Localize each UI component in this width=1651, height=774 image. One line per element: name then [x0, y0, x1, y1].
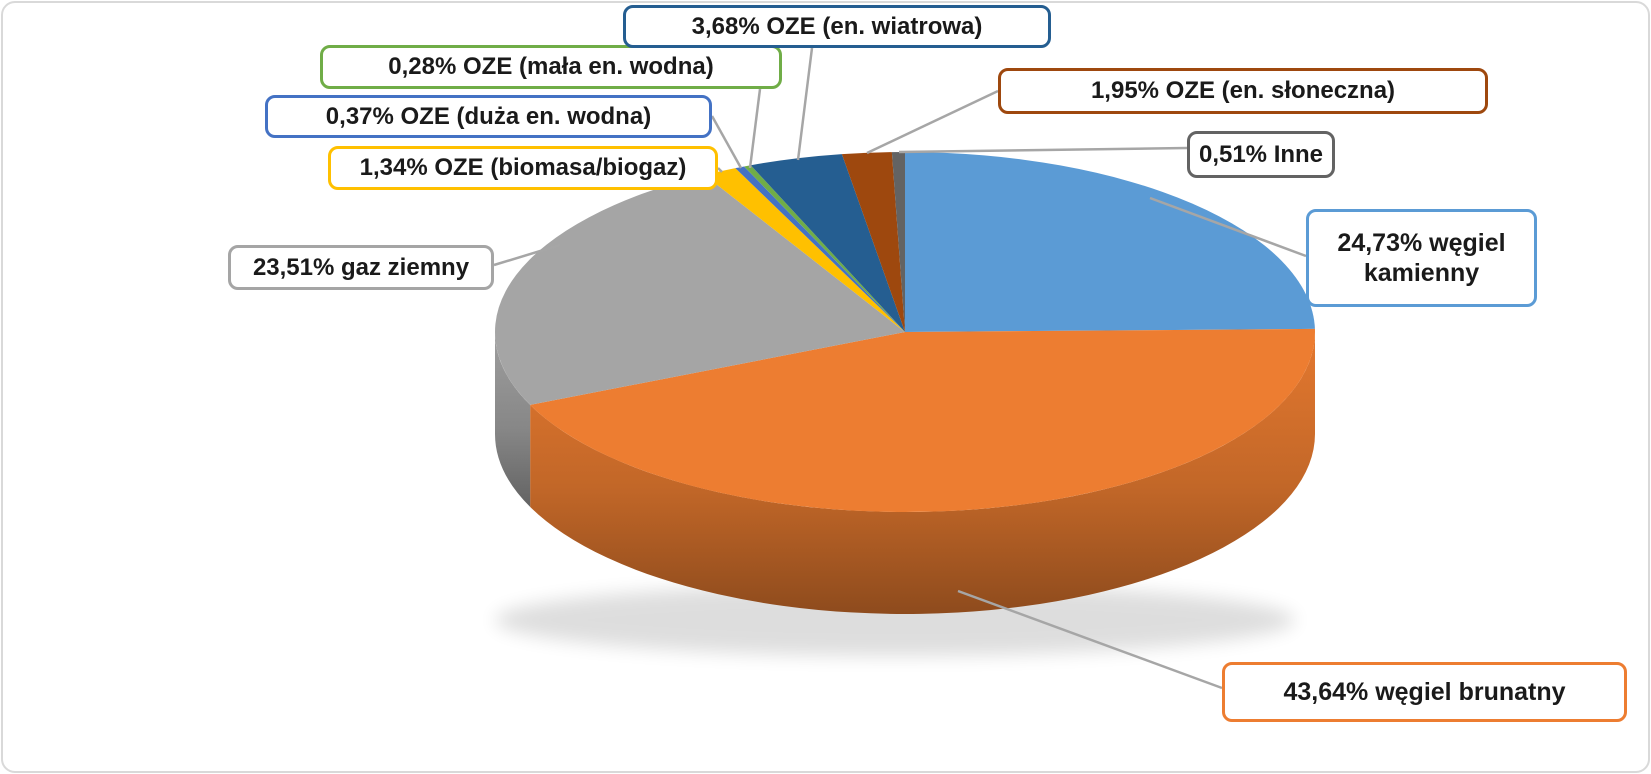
- leader-line-inne: [898, 146, 1188, 154]
- pie-label-oze-wiatrowa[interactable]: 3,68% OZE (en. wiatrowa): [623, 5, 1051, 48]
- pie-slice-wegiel-kamienny[interactable]: [905, 152, 1315, 332]
- leader-line-oze-wiatrowa: [796, 47, 814, 161]
- pie-label-oze-biomasa[interactable]: 1,34% OZE (biomasa/biogaz): [328, 146, 718, 190]
- pie-slice-inne[interactable]: [891, 152, 905, 332]
- pie-slice-oze-sloneczna[interactable]: [841, 152, 905, 332]
- leader-line-oze-sloneczna: [866, 89, 999, 155]
- pie-label-oze-mala-wodna[interactable]: 0,28% OZE (mała en. wodna): [320, 45, 782, 89]
- pie-label-wegiel-kamienny[interactable]: 24,73% węgiel kamienny: [1306, 209, 1537, 307]
- pie-slice-oze-mala-wodna[interactable]: [744, 165, 905, 332]
- pie-label-gaz-ziemny[interactable]: 23,51% gaz ziemny: [228, 245, 494, 290]
- leader-line-wegiel-brunatny: [957, 589, 1223, 690]
- pie-slice-oze-duza-wodna[interactable]: [735, 166, 905, 332]
- pie-slice-wegiel-brunatny[interactable]: [530, 328, 1315, 513]
- pie-label-oze-sloneczna[interactable]: 1,95% OZE (en. słoneczna): [998, 68, 1488, 114]
- leader-line-gaz-ziemny: [493, 243, 561, 267]
- pie-slice-gaz-ziemny[interactable]: [494, 174, 905, 405]
- pie-slice-wall-gaz-ziemny: [495, 332, 531, 507]
- pie-slice-oze-biomasa[interactable]: [704, 168, 905, 332]
- leader-line-wegiel-kamienny: [1149, 196, 1307, 258]
- pie-label-wegiel-brunatny[interactable]: 43,64% węgiel brunatny: [1222, 662, 1627, 722]
- leader-line-oze-duza-wodna: [710, 115, 743, 169]
- pie-label-inne[interactable]: 0,51% Inne: [1187, 131, 1335, 178]
- pie-slice-wall-wegiel-brunatny: [530, 332, 1315, 615]
- pie-label-oze-duza-wodna[interactable]: 0,37% OZE (duża en. wodna): [265, 95, 712, 138]
- leader-line-oze-biomasa: [717, 167, 723, 173]
- pie-drop-shadow: [495, 584, 1295, 656]
- pie-slice-oze-wiatrowa[interactable]: [750, 154, 905, 332]
- leader-line-oze-mala-wodna: [748, 88, 762, 169]
